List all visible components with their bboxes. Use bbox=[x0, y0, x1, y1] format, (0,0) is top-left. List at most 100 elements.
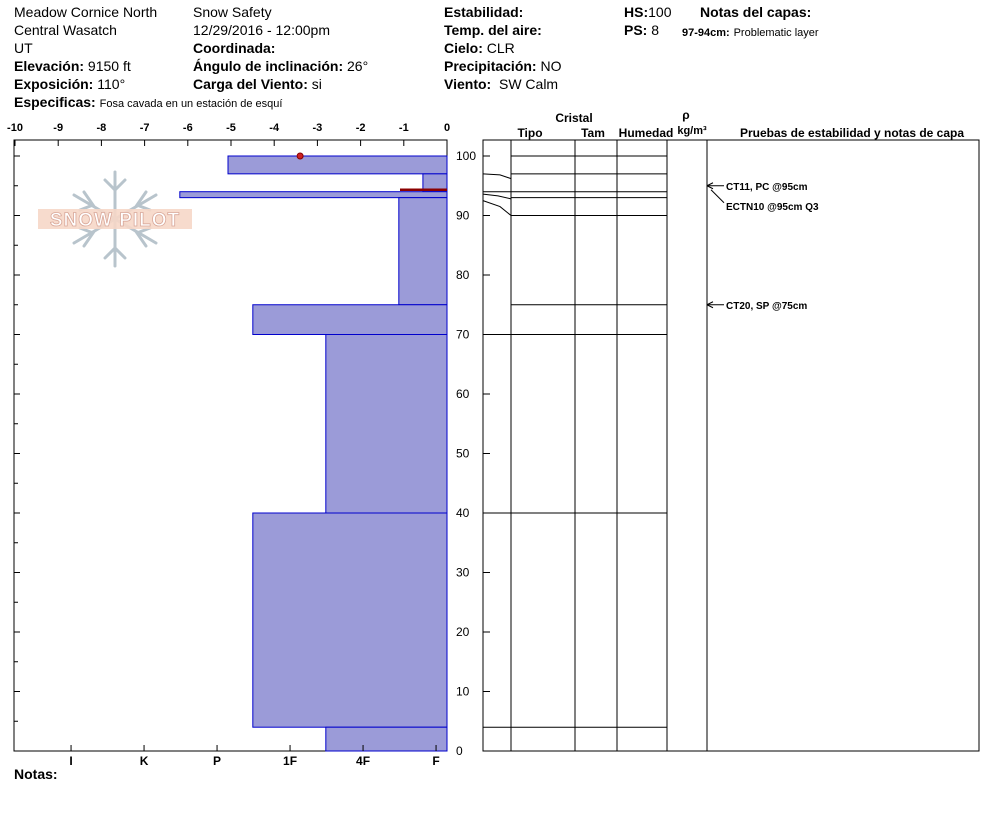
temperature-point bbox=[296, 152, 304, 160]
logo-text: SNOW PILOT bbox=[50, 210, 180, 231]
size-header: Tam bbox=[581, 126, 605, 140]
slope-label: Ángulo de inclinación: bbox=[193, 58, 344, 74]
elevation: Elevación: 9150 ft bbox=[14, 58, 131, 74]
temp-tick-label: 0 bbox=[444, 122, 450, 134]
height-tick-label: 10 bbox=[456, 685, 470, 699]
layer-bar-7 bbox=[325, 726, 448, 752]
moisture-header: Humedad bbox=[619, 126, 674, 140]
region-name: Central Wasatch bbox=[14, 22, 117, 38]
height-tick-label: 100 bbox=[456, 149, 476, 163]
datetime: 12/29/2016 - 12:00pm bbox=[193, 22, 330, 38]
test-label: CT20, SP @75cm bbox=[726, 301, 807, 312]
crystal-table-columns bbox=[510, 140, 708, 751]
hs: HS:100 bbox=[624, 4, 671, 20]
test-label: ECTN10 @95cm Q3 bbox=[726, 202, 819, 213]
layer-bar-6 bbox=[252, 512, 448, 728]
rho-header: ρ bbox=[682, 108, 689, 122]
ps: PS: 8 bbox=[624, 22, 659, 38]
temp-tick-label: -5 bbox=[226, 122, 236, 134]
notes-label: Notas: bbox=[14, 766, 58, 782]
specifics-label: Especificas: bbox=[14, 94, 96, 110]
layer-bar-0 bbox=[227, 155, 448, 175]
air-temp: Temp. del aire: bbox=[444, 22, 542, 38]
layer-connector bbox=[482, 200, 512, 216]
height-tick-label: 20 bbox=[456, 625, 470, 639]
height-tick-label: 30 bbox=[456, 566, 470, 580]
crystal-table-rows bbox=[482, 155, 667, 728]
ps-value: 8 bbox=[651, 22, 660, 38]
hardness-tick-label: P bbox=[213, 754, 221, 768]
layer-note: 97-94cm: Problematic layer bbox=[682, 23, 819, 41]
crystal-table-headers: Cristal Tipo Tam Humedad ρ kg/m³ Pruebas… bbox=[517, 108, 964, 140]
hardness-tick-label: I bbox=[69, 754, 72, 768]
height-tick-label: 40 bbox=[456, 506, 470, 520]
wind: Viento: SW Calm bbox=[444, 76, 558, 92]
height-tick-label: 0 bbox=[456, 744, 463, 758]
temp-tick-label: -4 bbox=[269, 122, 280, 134]
slope-angle: Ángulo de inclinación: 26° bbox=[193, 58, 368, 74]
snowpilot-logo: SNOW PILOT bbox=[38, 170, 192, 268]
temperature-axis: -10 -9 -8 -7 -6 -5 -4 -3 -2 -1 0 bbox=[7, 122, 450, 146]
height-tick-label: 80 bbox=[456, 268, 470, 282]
layer-note-text: Problematic layer bbox=[733, 27, 819, 39]
observer: Snow Safety bbox=[193, 4, 272, 20]
wind-load-label: Carga del Viento: bbox=[193, 76, 308, 92]
hardness-tick-label: K bbox=[140, 754, 149, 768]
coord-label: Coordinada: bbox=[193, 40, 276, 56]
temp-tick-label: -2 bbox=[356, 122, 366, 134]
temp-tick-label: -3 bbox=[313, 122, 323, 134]
stability-tests: CT11, PC @95cm ECTN10 @95cm Q3 CT20, SP @7… bbox=[706, 182, 819, 312]
aspect-label: Exposición: bbox=[14, 76, 94, 92]
temp-tick-label: -9 bbox=[53, 122, 63, 134]
layer-bar-3 bbox=[398, 197, 448, 306]
layer-bar-2 bbox=[179, 191, 448, 199]
height-tick-label: 70 bbox=[456, 328, 470, 342]
test-arrowhead bbox=[706, 301, 714, 309]
test-arrowhead bbox=[706, 182, 714, 190]
precip-value: NO bbox=[540, 58, 562, 74]
temperature-profile bbox=[296, 152, 304, 160]
temp-tick-label: -7 bbox=[140, 122, 150, 134]
temp-tick-label: -8 bbox=[97, 122, 107, 134]
ps-label: PS: bbox=[624, 22, 648, 38]
test-label: CT11, PC @95cm bbox=[726, 182, 808, 193]
layer-bars bbox=[179, 155, 448, 752]
layer-note-range: 97-94cm: bbox=[682, 27, 730, 39]
height-tick-label: 50 bbox=[456, 447, 470, 461]
elevation-label: Elevación: bbox=[14, 58, 85, 74]
temp-tick-label: -1 bbox=[399, 122, 409, 134]
stability-label: Estabilidad: bbox=[444, 4, 524, 20]
layer-bar-5 bbox=[325, 334, 448, 514]
location-name: Meadow Cornice North bbox=[14, 4, 158, 20]
temp-tick-label: -10 bbox=[7, 122, 23, 134]
stability: Estabilidad: bbox=[444, 4, 523, 20]
air-temp-label: Temp. del aire: bbox=[444, 22, 542, 38]
wind-load-value: si bbox=[311, 76, 322, 92]
hs-value: 100 bbox=[648, 4, 672, 20]
elevation-value: 9150 ft bbox=[87, 58, 131, 74]
hardness-axis: I K P 1F 4F F bbox=[69, 745, 440, 768]
aspect-value: 110° bbox=[97, 76, 126, 92]
hardness-tick-label: 4F bbox=[356, 754, 370, 768]
specifics-value: Fosa cavada en un estación de esquí bbox=[99, 98, 283, 110]
layer-connector bbox=[482, 173, 512, 180]
density-header: kg/m³ bbox=[677, 125, 707, 137]
temp-tick-label: -6 bbox=[183, 122, 193, 134]
hardness-tick-label: 1F bbox=[283, 754, 297, 768]
specifics: Especificas: Fosa cavada en un estación … bbox=[14, 94, 282, 112]
sky: Cielo: CLR bbox=[444, 40, 515, 56]
layer-bar-4 bbox=[252, 304, 448, 335]
precip-label: Precipitación: bbox=[444, 58, 537, 74]
hs-label: HS: bbox=[624, 4, 649, 20]
layer-connector bbox=[482, 193, 512, 200]
crystal-table-frame bbox=[482, 139, 980, 752]
test-pointer bbox=[710, 189, 725, 204]
crystal-header: Cristal bbox=[555, 111, 592, 125]
hardness-tick-label: F bbox=[432, 754, 439, 768]
wind-load: Carga del Viento: si bbox=[193, 76, 322, 92]
slope-value: 26° bbox=[347, 58, 369, 74]
tests-header: Pruebas de estabilidad y notas de capa bbox=[740, 126, 964, 140]
coordinates: Coordinada: bbox=[193, 40, 275, 56]
